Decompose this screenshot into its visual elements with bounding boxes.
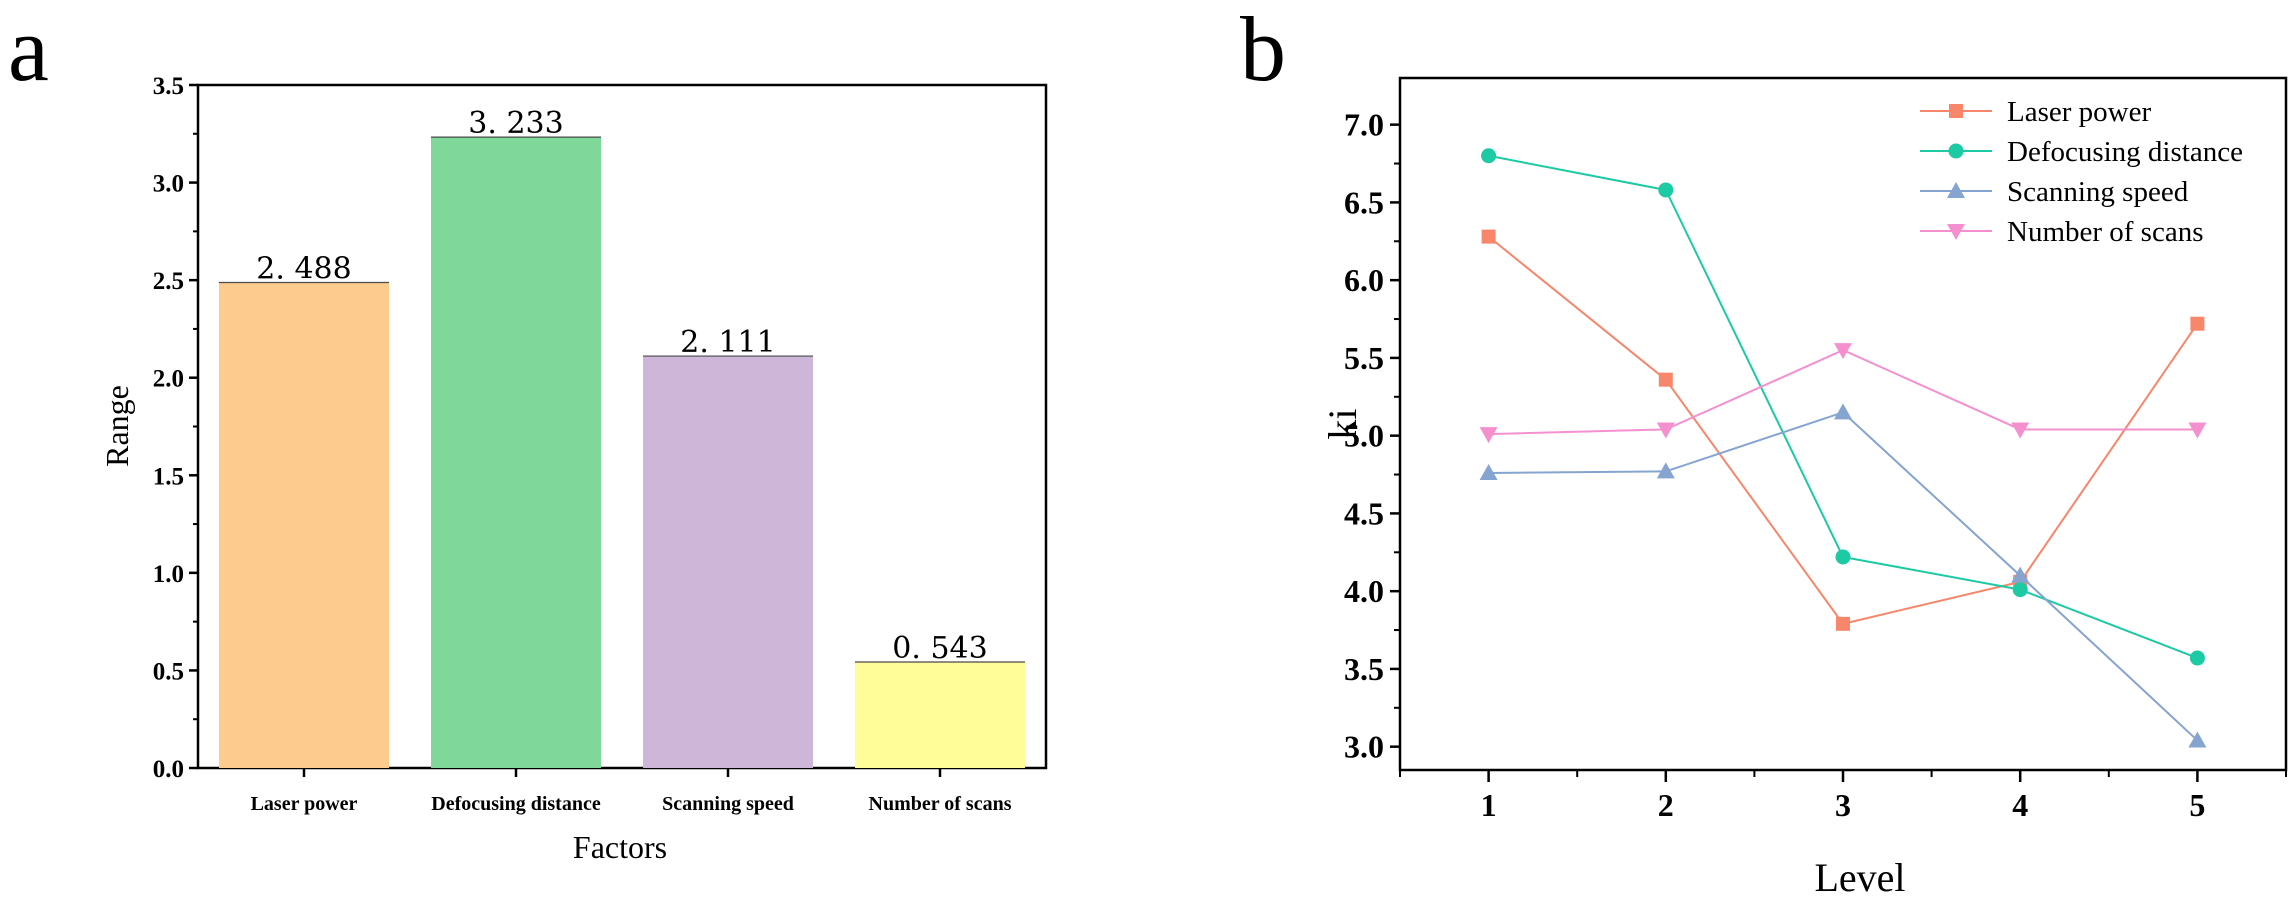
y-tick-label-a: 2.0 — [153, 366, 184, 393]
bar-scanning-speed — [643, 356, 813, 768]
x-tick-label-b: 5 — [2189, 787, 2205, 823]
y-tick-label-b: 5.0 — [1344, 418, 1384, 454]
x-axis-title-b: Level — [1814, 855, 1905, 899]
point-scanning-speed — [2011, 566, 2030, 583]
point-laser-power — [1658, 372, 1673, 387]
point-number-of-scans — [2188, 422, 2207, 439]
point-laser-power — [2190, 316, 2205, 331]
line-number-of-scans — [1488, 349, 2198, 436]
bars-group: 2. 488 3. 233 2. 111 0. 543 — [219, 106, 1025, 768]
y-tick-label-a: 0.0 — [153, 756, 184, 783]
bar-defocusing-distance — [431, 137, 601, 768]
point-defocusing-distance — [1658, 182, 1674, 198]
y-tick-label-b: 4.5 — [1344, 495, 1384, 531]
y-tick-label-b: 7.0 — [1344, 107, 1384, 143]
point-defocusing-distance — [1835, 549, 1851, 565]
data-label-scanning-speed: 2. 111 — [680, 325, 775, 360]
point-scanning-speed — [1834, 403, 1852, 420]
x-tick-label-b: 4 — [2012, 787, 2028, 823]
x-tick-label-defocusing-distance: Defocusing distance — [431, 793, 601, 815]
point-laser-power — [1836, 616, 1850, 631]
point-scanning-speed — [1656, 462, 1675, 479]
point-scanning-speed — [2188, 731, 2207, 748]
y-tick-label-a: 3.5 — [153, 73, 184, 100]
legend-marker-defocusing-distance — [1948, 143, 1964, 159]
point-scanning-speed — [1479, 463, 1498, 480]
y-axis-a: 0.0 0.5 1.0 1.5 2.0 2.5 3.0 3.5 — [153, 73, 198, 783]
x-tick-label-b: 2 — [1658, 787, 1674, 823]
y-axis-title-a: Range — [99, 385, 135, 467]
x-axis-a: Laser power Defocusing distance Scanning s… — [251, 768, 1012, 815]
data-label-defocusing-distance: 3. 233 — [468, 106, 563, 141]
x-tick-label-laser-power: Laser power — [251, 793, 358, 815]
point-defocusing-distance — [2189, 650, 2205, 666]
data-label-number-of-scans: 0. 543 — [892, 631, 987, 666]
x-tick-label-scanning-speed: Scanning speed — [662, 793, 794, 815]
point-number-of-scans — [1656, 422, 1675, 439]
panel-b-letter: b — [1240, 0, 1286, 100]
legend-marker-number-of-scans — [1947, 224, 1965, 240]
x-axis-b: 1 2 3 4 5 — [1399, 770, 2287, 823]
legend-label-number-of-scans: Number of scans — [2007, 216, 2204, 248]
y-tick-label-a: 3.0 — [153, 171, 184, 198]
y-tick-label-b: 4.0 — [1344, 573, 1384, 609]
line-scanning-speed — [1488, 411, 2199, 742]
point-number-of-scans — [2011, 422, 2030, 439]
legend-label-scanning-speed: Scanning speed — [2007, 176, 2189, 208]
y-tick-label-a: 0.5 — [153, 658, 184, 685]
point-defocusing-distance — [2012, 582, 2028, 598]
y-tick-label-b: 3.0 — [1344, 729, 1384, 765]
legend-marker-scanning-speed — [1947, 182, 1965, 198]
x-axis-title-a: Factors — [573, 829, 667, 865]
y-tick-label-b: 6.5 — [1344, 184, 1384, 220]
y-tick-label-b: 3.5 — [1344, 651, 1384, 687]
y-tick-label-a: 1.0 — [153, 561, 184, 588]
legend-label-laser-power: Laser power — [2007, 96, 2151, 128]
y-axis-title-b: ki — [1320, 408, 1365, 439]
bar-laser-power — [219, 282, 389, 768]
point-number-of-scans — [1834, 343, 1852, 360]
x-tick-label-b: 1 — [1481, 787, 1497, 823]
x-tick-label-number-of-scans: Number of scans — [869, 793, 1012, 815]
panel-a-letter: a — [8, 0, 49, 100]
y-tick-label-b: 5.5 — [1344, 340, 1384, 376]
legend-label-defocusing-distance: Defocusing distance — [2007, 136, 2243, 168]
y-tick-label-b: 6.0 — [1344, 262, 1384, 298]
point-defocusing-distance — [1481, 148, 1497, 164]
x-tick-label-b: 3 — [1835, 787, 1851, 823]
point-laser-power — [1481, 229, 1496, 244]
legend-marker-laser-power — [1949, 104, 1963, 118]
y-axis-b: 3.0 3.5 4.0 4.5 5.0 5.5 6.0 6.5 7.0 — [1344, 107, 1400, 765]
line-chart-ki-by-level: 3.0 3.5 4.0 4.5 5.0 5.5 6.0 6.5 7.0 1 2 3 4 5 Laser … — [1320, 76, 2288, 899]
bar-number-of-scans — [855, 662, 1025, 768]
point-number-of-scans — [1479, 427, 1498, 444]
series-group — [1479, 148, 2207, 748]
data-label-laser-power: 2. 488 — [256, 251, 351, 286]
y-tick-label-a: 1.5 — [153, 463, 184, 490]
legend: Laser power Defocusing distance Scanning s… — [1920, 96, 2243, 248]
y-tick-label-a: 2.5 — [153, 268, 184, 295]
